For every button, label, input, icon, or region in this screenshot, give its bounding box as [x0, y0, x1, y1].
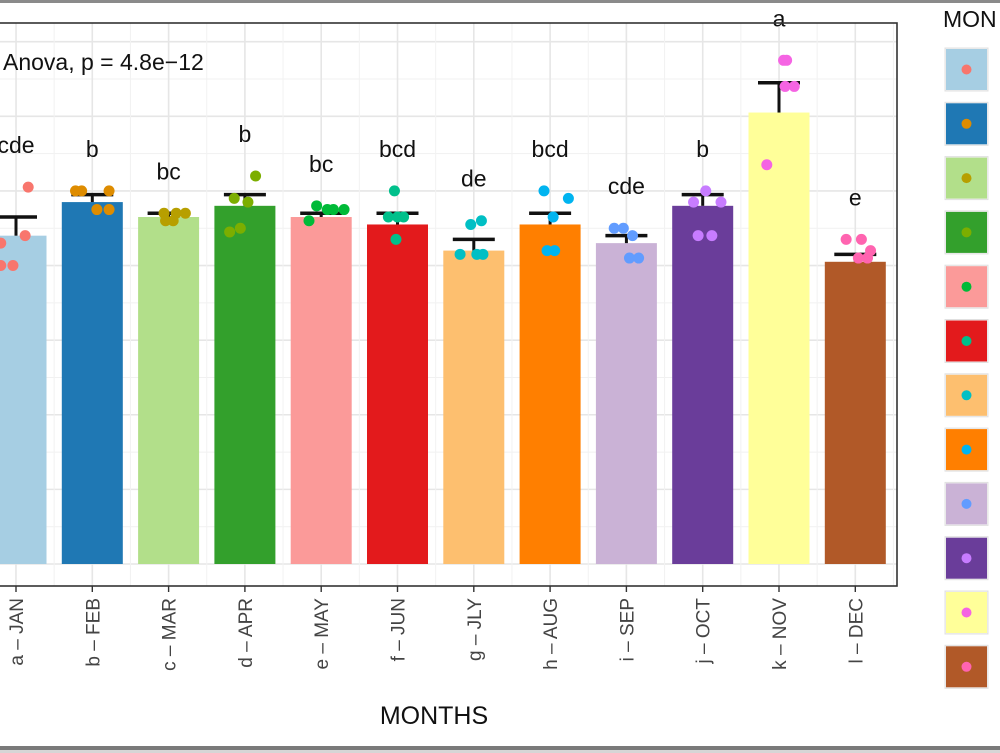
data-point: [627, 230, 638, 241]
bar-8: [596, 243, 657, 564]
legend-point: [962, 173, 972, 183]
data-point: [841, 234, 852, 245]
data-point: [455, 249, 466, 260]
data-point: [224, 226, 235, 237]
data-point: [716, 197, 727, 208]
x-tick-label: l – DEC: [846, 598, 867, 663]
data-point: [7, 260, 18, 271]
sig-letter-10: a: [773, 5, 786, 31]
data-point: [398, 212, 409, 223]
data-point: [339, 204, 350, 215]
sig-letter-3: b: [239, 121, 252, 147]
x-tick-label: d – APR: [236, 598, 257, 668]
x-tick-label: g – JLY: [465, 598, 486, 661]
bar-1: [62, 202, 123, 564]
bar-5: [367, 224, 428, 564]
sig-letter-6: de: [461, 166, 487, 192]
data-point: [862, 253, 873, 264]
legend-point: [962, 119, 972, 129]
bar-6: [443, 251, 504, 564]
x-tick-label: f – JUN: [389, 598, 410, 661]
data-point: [250, 170, 261, 181]
sig-letter-4: bc: [309, 151, 333, 177]
sig-letter-0: cde: [0, 132, 35, 158]
data-point: [168, 215, 179, 226]
data-point: [781, 55, 792, 66]
data-point: [548, 212, 559, 223]
bar-10: [749, 113, 810, 564]
sig-letter-1: b: [86, 136, 99, 162]
data-point: [761, 159, 772, 170]
data-point: [180, 208, 191, 219]
legend-point: [962, 608, 972, 618]
sig-letter-5: bcd: [379, 136, 416, 162]
data-point: [633, 253, 644, 264]
bar-0: [0, 236, 47, 564]
legend: [945, 48, 988, 688]
x-tick-label: b – FEB: [83, 598, 104, 667]
data-point: [304, 215, 315, 226]
data-point: [242, 197, 253, 208]
data-point: [700, 185, 711, 196]
legend-point: [962, 282, 972, 292]
data-point: [789, 81, 800, 92]
legend-point: [962, 553, 972, 563]
x-tick-label: h – AUG: [541, 598, 562, 670]
bar-2: [138, 217, 199, 564]
data-point: [20, 230, 31, 241]
legend-point: [962, 336, 972, 346]
data-point: [76, 185, 87, 196]
data-point: [856, 234, 867, 245]
x-tick-label: i – SEP: [617, 598, 638, 661]
data-point: [235, 223, 246, 234]
data-point: [563, 193, 574, 204]
data-point: [465, 219, 476, 230]
bar-3: [214, 206, 275, 564]
bar-chart: cde b bc b bc bcd de bcd cde b a e a – JAN b – FEB c …: [0, 3, 1000, 753]
x-tick-label: c – MAR: [160, 598, 181, 671]
sig-letter-2: bc: [156, 158, 180, 184]
data-point: [539, 185, 550, 196]
data-point: [693, 230, 704, 241]
data-point: [618, 223, 629, 234]
data-point: [549, 245, 560, 256]
data-point: [91, 204, 102, 215]
data-point: [706, 230, 717, 241]
legend-point: [962, 65, 972, 75]
legend-point: [962, 227, 972, 237]
sig-letter-9: b: [696, 136, 709, 162]
data-point: [390, 234, 401, 245]
data-point: [688, 197, 699, 208]
bar-7: [520, 224, 581, 564]
x-tick-label: k – NOV: [770, 598, 791, 670]
data-point: [328, 204, 339, 215]
legend-point: [962, 499, 972, 509]
sig-letter-8: cde: [608, 173, 645, 199]
legend-point: [962, 390, 972, 400]
data-point: [389, 185, 400, 196]
bar-4: [291, 217, 352, 564]
legend-title: MON: [943, 6, 997, 32]
sig-letter-11: e: [849, 184, 862, 210]
x-tick-label: e – MAY: [312, 598, 333, 670]
legend-point: [962, 662, 972, 672]
anova-annotation: Anova, p = 4.8e−12: [3, 49, 204, 75]
legend-point: [962, 445, 972, 455]
data-point: [477, 249, 488, 260]
data-point: [311, 200, 322, 211]
data-point: [104, 185, 115, 196]
bar-9: [672, 206, 733, 564]
x-axis-ticks: a – JAN b – FEB c – MAR d – APR e – MAY f – J…: [7, 586, 867, 671]
x-tick-label: a – JAN: [7, 598, 28, 666]
data-point: [476, 215, 487, 226]
data-point: [229, 193, 240, 204]
data-point: [104, 204, 115, 215]
x-axis-title: MONTHS: [380, 702, 488, 730]
sig-letter-7: bcd: [532, 136, 569, 162]
x-tick-label: j – OCT: [694, 598, 715, 665]
bar-11: [825, 262, 886, 564]
data-point: [23, 182, 34, 193]
